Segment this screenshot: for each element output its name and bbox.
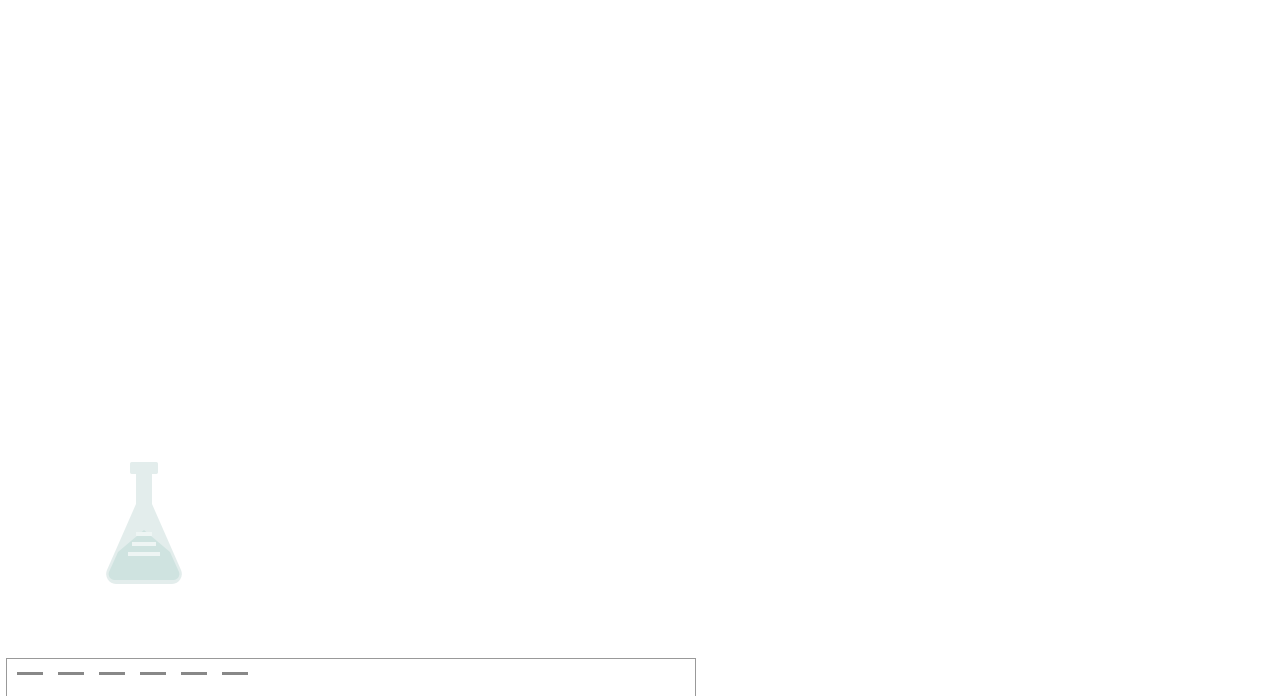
flask-icon [106, 462, 182, 584]
legend-swatch-100k-1m [181, 672, 207, 675]
legend-swatch-100-1k [58, 672, 84, 675]
legend-swatch-all-orders [17, 672, 43, 675]
material-indicators-watermark [84, 458, 604, 638]
cvd-line-chart [0, 355, 1280, 605]
legend-swatch-10k-100k [140, 672, 166, 675]
legend-item-100-1k [58, 672, 90, 675]
legend-item-all-orders [17, 672, 49, 675]
legend-item-1m-10m [222, 672, 254, 675]
legend-item-100k-1m [181, 672, 213, 675]
volume-heatmap-chart [0, 0, 1280, 356]
legend [6, 658, 696, 696]
legend-swatch-1m-10m [222, 672, 248, 675]
legend-swatch-1k-10k [99, 672, 125, 675]
legend-item-1k-10k [99, 672, 131, 675]
legend-row [7, 659, 695, 675]
legend-item-10k-100k [140, 672, 172, 675]
